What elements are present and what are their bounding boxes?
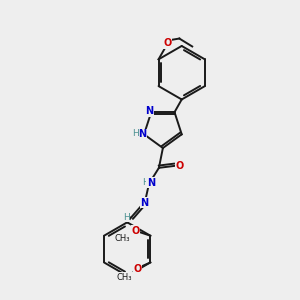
Text: O: O	[134, 264, 142, 274]
Text: H: H	[123, 213, 130, 222]
Text: O: O	[131, 226, 140, 236]
Text: N: N	[140, 197, 148, 208]
Text: O: O	[163, 38, 172, 49]
Text: CH₃: CH₃	[115, 234, 130, 243]
Text: N: N	[145, 106, 153, 116]
Text: N: N	[147, 178, 155, 188]
Text: H: H	[132, 129, 139, 138]
Text: H: H	[142, 178, 148, 187]
Text: N: N	[138, 129, 146, 139]
Text: CH₃: CH₃	[117, 273, 132, 282]
Text: O: O	[176, 161, 184, 171]
